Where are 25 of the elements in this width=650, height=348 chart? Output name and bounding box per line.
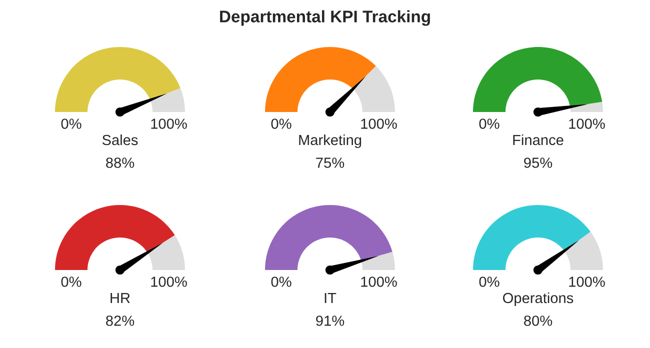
text: IT [324, 292, 336, 304]
text: 75% [316, 158, 344, 168]
text: 0% [61, 276, 82, 287]
text: 95% [524, 158, 552, 168]
text: Departmental KPI Tracking [220, 10, 430, 26]
text: 0% [479, 276, 500, 287]
text: Sales [102, 134, 138, 146]
text: 0% [271, 276, 292, 287]
text: 91% [316, 316, 344, 326]
text: Marketing [299, 134, 362, 148]
text: 0% [479, 118, 500, 129]
text: 100% [151, 118, 187, 129]
text: Finance [513, 134, 564, 146]
text: 100% [361, 118, 397, 129]
text: 100% [151, 276, 187, 287]
text: 100% [569, 118, 605, 129]
text: 0% [271, 118, 292, 129]
text: 80% [524, 316, 552, 326]
text: 0% [61, 118, 82, 129]
text: 100% [569, 276, 605, 287]
text: HR [110, 292, 130, 304]
text: Operations [503, 292, 574, 306]
text: 82% [106, 316, 134, 326]
text: 88% [106, 158, 134, 168]
text: 100% [361, 276, 397, 287]
